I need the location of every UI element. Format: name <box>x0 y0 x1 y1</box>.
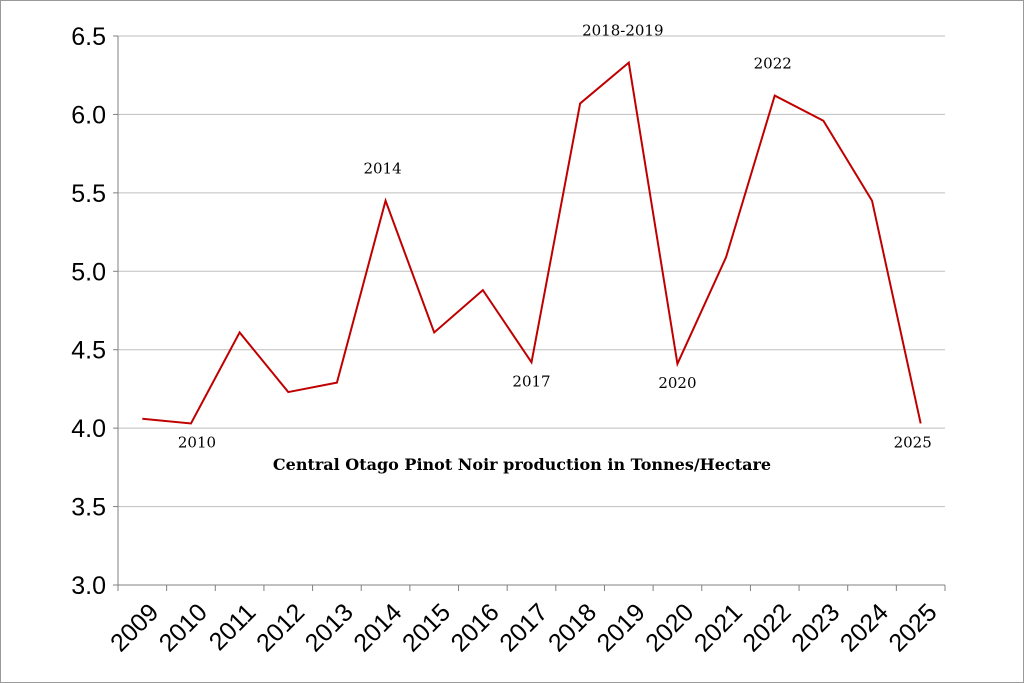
annotation-label: 2020 <box>658 374 696 392</box>
x-tick-label: 2024 <box>835 598 894 657</box>
y-tick-labels: 3.0 3.5 4.0 4.5 5.0 5.5 6.0 6.5 <box>71 23 106 600</box>
series-line <box>142 60 922 425</box>
x-tick-label: 2018 <box>543 598 602 657</box>
x-tick-label: 2012 <box>251 598 310 657</box>
x-tick-label: 2014 <box>348 598 407 657</box>
x-tick-label: 2022 <box>738 598 797 657</box>
x-tick-label: 2020 <box>640 598 699 657</box>
annotation-label: 2025 <box>894 433 932 451</box>
x-tick-label: 2025 <box>883 598 942 657</box>
y-tick-label: 4.0 <box>71 415 106 443</box>
annotation-label: 2017 <box>512 372 550 390</box>
x-tick-label: 2015 <box>397 598 456 657</box>
y-tick-label: 3.5 <box>71 494 106 522</box>
y-tick-label: 4.5 <box>71 337 106 365</box>
chart-title: Central Otago Pinot Noir production in T… <box>273 455 771 474</box>
series-group <box>142 60 922 425</box>
y-tick-label: 5.5 <box>71 180 106 208</box>
x-tick-label: 2017 <box>494 598 553 657</box>
gridlines <box>118 35 945 508</box>
annotation-label: 2018-2019 <box>582 22 663 40</box>
axes <box>113 35 946 591</box>
y-tick-label: 6.5 <box>71 23 106 51</box>
y-tick-label: 6.0 <box>71 101 106 129</box>
annotation-label: 2022 <box>754 55 792 73</box>
y-tick-label: 5.0 <box>71 258 106 286</box>
x-tick-label: 2011 <box>204 598 262 656</box>
x-tick-label: 2009 <box>105 598 164 657</box>
annotation-label: 2014 <box>363 160 401 178</box>
x-tick-label: 2010 <box>154 598 213 657</box>
x-tick-label: 2021 <box>689 598 748 657</box>
x-tick-label: 2016 <box>446 598 505 657</box>
annotation-label: 2010 <box>178 433 216 451</box>
x-tick-label: 2023 <box>786 598 845 657</box>
x-tick-label: 2013 <box>300 598 359 657</box>
annotations: 2010 2014 2017 2018-2019 2020 2022 2025 <box>178 22 932 452</box>
x-tick-label: 2019 <box>592 598 651 657</box>
x-tick-labels: 2009201020112012201320142015201620172018… <box>105 598 942 657</box>
y-tick-label: 3.0 <box>71 572 106 600</box>
